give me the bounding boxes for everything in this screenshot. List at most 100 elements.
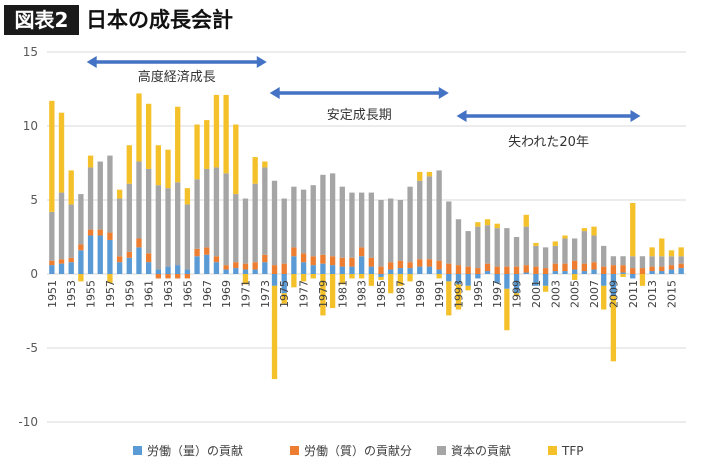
bar-segment (533, 274, 539, 286)
x-tick-label: 1969 (220, 280, 233, 308)
bar-segment (533, 242, 539, 246)
bar-segment (388, 262, 394, 270)
bar-segment (552, 245, 558, 264)
bar-segment (601, 274, 607, 286)
y-tick-label: -10 (18, 415, 38, 429)
bar-segment (339, 257, 345, 267)
bar-segment (649, 271, 655, 274)
bar-segment (320, 263, 326, 274)
bar-segment (484, 263, 491, 272)
bar-segment (126, 251, 132, 258)
x-tick-label: 1995 (472, 280, 485, 308)
bar-segment (417, 259, 423, 267)
bar-segment (630, 268, 636, 274)
bar-segment (465, 266, 471, 274)
x-tick-label: 1991 (433, 280, 446, 308)
bar-segment (310, 256, 316, 266)
bar-segment (107, 155, 113, 233)
bar-segment (417, 266, 423, 274)
y-tick-label: 10 (23, 119, 38, 133)
bar-segment (242, 269, 249, 274)
bar-segment (591, 226, 597, 236)
bar-segment (639, 274, 646, 286)
bar-segment (494, 228, 500, 267)
bar-segment (504, 288, 510, 331)
bar-segment (116, 256, 123, 263)
x-tick-label: 1951 (46, 280, 59, 308)
bar-segment (155, 185, 162, 270)
bar-segment (455, 274, 462, 285)
bar-segment (87, 235, 94, 274)
bar-segment (571, 269, 578, 274)
bar-segment (601, 285, 607, 310)
bar-segment (165, 274, 171, 279)
bar-segment (504, 274, 510, 289)
bars (49, 93, 684, 380)
x-tick-label: 1987 (394, 280, 407, 308)
bar-segment (233, 194, 239, 263)
bar-segment (78, 250, 84, 274)
bar-segment (426, 176, 433, 260)
bar-segment (252, 183, 258, 263)
legend-label: 資本の貢献 (451, 443, 511, 458)
bar-segment (475, 274, 481, 279)
bar-segment (339, 266, 345, 274)
bar-segment (523, 226, 529, 266)
bar-segment (610, 274, 617, 297)
bar-segment (329, 265, 336, 274)
bar-segment (562, 235, 568, 239)
y-tick-label: 0 (30, 267, 38, 281)
bar-segment (678, 263, 684, 269)
bar-segment (484, 219, 491, 226)
bar-segment (233, 268, 239, 274)
bar-segment (107, 274, 113, 283)
bar-segment (126, 183, 132, 252)
bar-segment (300, 274, 307, 282)
bar-segment (552, 271, 558, 274)
bar-segment (542, 247, 549, 269)
x-tick-label: 1967 (201, 280, 214, 308)
bar-segment (475, 268, 481, 274)
bar-segment (610, 296, 617, 362)
bar-segment (291, 256, 297, 274)
bar-segment (388, 274, 394, 294)
bar-segment (639, 268, 646, 274)
bar-segment (223, 269, 229, 274)
bar-segment (242, 274, 249, 285)
bar-segment (513, 274, 520, 294)
bar-segment (223, 173, 229, 266)
bar-segment (320, 174, 326, 255)
bar-segment (329, 256, 336, 266)
bar-segment (223, 265, 229, 270)
y-tick-label: -5 (26, 341, 38, 355)
x-tick-label: 2013 (646, 280, 659, 308)
bar-segment (378, 266, 384, 274)
bar-segment (358, 274, 365, 279)
legend-swatch (548, 446, 557, 455)
bar-segment (194, 124, 200, 180)
bar-segment (494, 266, 500, 274)
arrowhead-left-icon (86, 56, 97, 68)
bar-segment (252, 262, 258, 270)
bar-segment (175, 106, 181, 183)
x-tick-label: 2007 (588, 280, 601, 308)
bar-segment (58, 263, 65, 274)
y-axis-ticks: -10 -5 0 5 10 15 (18, 45, 38, 429)
bar-segment (68, 170, 74, 205)
bar-segment (446, 263, 452, 274)
bar-segment (358, 256, 365, 274)
arrowhead-left-icon (269, 87, 280, 99)
arrowhead-right-icon (256, 56, 267, 68)
bar-segment (591, 235, 597, 263)
bar-segment (78, 274, 84, 282)
bar-segment (659, 271, 665, 274)
bar-segment (475, 222, 481, 227)
bar-segment (523, 214, 529, 227)
bar-segment (87, 155, 94, 168)
bar-segment (649, 256, 655, 267)
bar-segment (368, 274, 375, 286)
legend-label: TFP (561, 444, 583, 458)
bar-segment (242, 198, 249, 264)
bar-segment (610, 265, 617, 274)
bar-segment (329, 274, 336, 309)
